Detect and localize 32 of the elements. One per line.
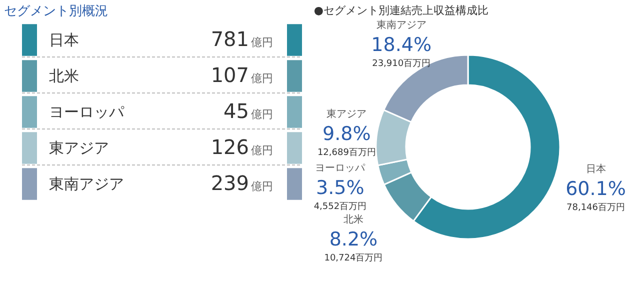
text: 億円 (251, 180, 273, 193)
category-label: 日本 (49, 31, 79, 49)
slice-label: 東南アジア (376, 18, 426, 31)
text: 12,689百万円 (317, 148, 376, 158)
slice-label: 北米 (343, 213, 364, 226)
data-label: 239 (210, 171, 249, 195)
text: 4,552百万円 (314, 202, 367, 212)
text: 億円 (251, 36, 273, 49)
text: 23,910百万円 (372, 58, 431, 69)
category-label: 東アジア (49, 139, 109, 157)
data-label: 9.8% (322, 122, 371, 145)
data-label: 18.4% (371, 34, 432, 56)
data-label: 3.5% (316, 177, 364, 200)
text: セグメント別概況 (4, 4, 108, 19)
data-label: 60.1% (566, 178, 626, 200)
data-label: 8.2% (329, 228, 378, 250)
text: 億円 (251, 108, 273, 121)
category-label: 北米 (49, 67, 79, 85)
slice-label: 日本 (586, 162, 606, 175)
text: 78,146百万円 (566, 202, 626, 213)
data-label: 45 (224, 99, 249, 123)
chart-title: ●セグメント別連結売上収益構成比 (314, 4, 488, 17)
data-label: 781 (210, 27, 249, 51)
data-label: 107 (210, 63, 249, 87)
category-label: 東南アジア (49, 175, 124, 193)
text: 10,724百万円 (324, 253, 383, 264)
category-label: ヨーロッパ (49, 103, 125, 121)
text: 億円 (251, 144, 273, 157)
slice-label: 東アジア (326, 108, 367, 120)
text: 億円 (251, 72, 273, 85)
data-label: 126 (210, 135, 249, 159)
slice-label: ヨーロッパ (315, 163, 366, 174)
